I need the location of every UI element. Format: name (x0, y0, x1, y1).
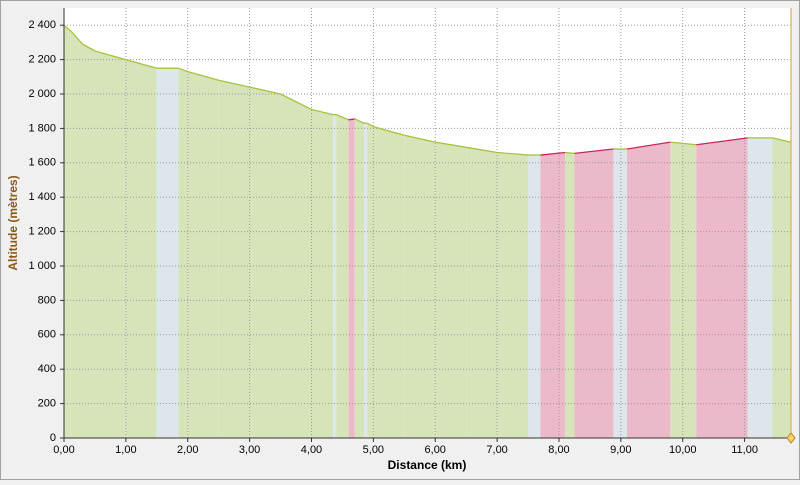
slope-segment (333, 114, 337, 438)
y-tick-label: 1 800 (28, 122, 56, 134)
y-tick-label: 1 000 (28, 260, 56, 272)
y-tick-label: 800 (38, 294, 56, 306)
profile-line (565, 151, 575, 154)
y-tick-label: 2 000 (28, 88, 56, 100)
slope-segment (218, 80, 250, 439)
x-tick-label: 10,00 (669, 444, 697, 456)
x-tick-label: 6,00 (425, 444, 446, 456)
slope-segment (613, 149, 628, 439)
slope-segment (373, 126, 405, 439)
y-tick-label: 0 (50, 432, 56, 444)
profile-line (772, 137, 791, 143)
profile-line (178, 67, 188, 73)
profile-line (696, 137, 748, 146)
slope-segment (574, 149, 614, 439)
y-tick-label: 2 200 (28, 54, 56, 66)
slope-segment (772, 137, 791, 439)
slope-segment (94, 51, 126, 438)
slope-segment (354, 118, 365, 438)
profile-line (366, 122, 374, 128)
slope-segment (280, 94, 312, 438)
slope-segment (404, 135, 436, 438)
x-tick-label: 3,00 (239, 444, 260, 456)
slope-segment (367, 123, 374, 439)
profile-line (63, 24, 71, 31)
x-tick-label: 1,00 (115, 444, 136, 456)
profile-line (249, 86, 281, 95)
slope-segment (336, 114, 349, 438)
profile-line (69, 29, 84, 45)
slope-segment (747, 137, 773, 439)
slope-segment (311, 109, 334, 438)
y-tick-label: 2 400 (28, 19, 56, 31)
profile-line (435, 141, 467, 148)
y-tick-label: 200 (38, 398, 56, 410)
slope-segment (249, 87, 281, 439)
profile-line (670, 141, 697, 146)
y-tick-label: 600 (38, 329, 56, 341)
slope-segment (627, 142, 671, 438)
y-tick-label: 400 (38, 363, 56, 375)
slope-segment (696, 137, 748, 439)
slope-segment (187, 71, 219, 438)
profile-line (125, 58, 157, 69)
slope-segment (125, 59, 157, 438)
profile-line (218, 79, 250, 88)
slope-segment (528, 155, 541, 438)
slope-segment (82, 44, 95, 439)
slope-segment (364, 123, 368, 439)
x-tick-label: 11,00 (731, 444, 758, 456)
slope-segment (435, 142, 467, 438)
profile-line (82, 43, 96, 52)
slope-segment (540, 152, 566, 439)
profile-line (497, 151, 529, 156)
slope-segment (565, 152, 575, 439)
y-tick-label: 1 200 (28, 226, 56, 238)
y-tick-label: 1 600 (28, 157, 56, 169)
x-tick-label: 9,00 (610, 444, 631, 456)
slope-segment (156, 68, 179, 438)
slope-segment (348, 118, 355, 438)
profile-line (335, 114, 349, 121)
slope-segment (178, 68, 188, 438)
slope-segment (497, 152, 529, 439)
x-tick-label: 5,00 (363, 444, 384, 456)
y-axis-label: Altitude (mètres) (6, 175, 20, 270)
y-tick-label: 1 400 (28, 191, 56, 203)
profile-line (626, 141, 671, 150)
profile-line (187, 71, 219, 81)
x-tick-label: 4,00 (301, 444, 322, 456)
profile-line (354, 118, 365, 124)
profile-line (540, 151, 566, 156)
x-axis-label: Distance (km) (388, 458, 467, 472)
x-tick-label: 7,00 (486, 444, 507, 456)
x-tick-label: 8,00 (548, 444, 569, 456)
profile-line (94, 50, 127, 61)
profile-line (348, 118, 355, 121)
profile-line (280, 93, 312, 111)
slope-segment (670, 142, 697, 438)
slope-segment (70, 30, 83, 439)
slope-segment (466, 147, 498, 438)
profile-line (373, 126, 405, 136)
profile-line (404, 134, 436, 143)
profile-line (466, 146, 498, 154)
profile-line (311, 108, 334, 116)
cursor-handle[interactable] (786, 432, 796, 444)
x-tick-label: 0,00 (53, 444, 74, 456)
profile-line (574, 148, 614, 154)
x-tick-label: 2,00 (177, 444, 198, 456)
